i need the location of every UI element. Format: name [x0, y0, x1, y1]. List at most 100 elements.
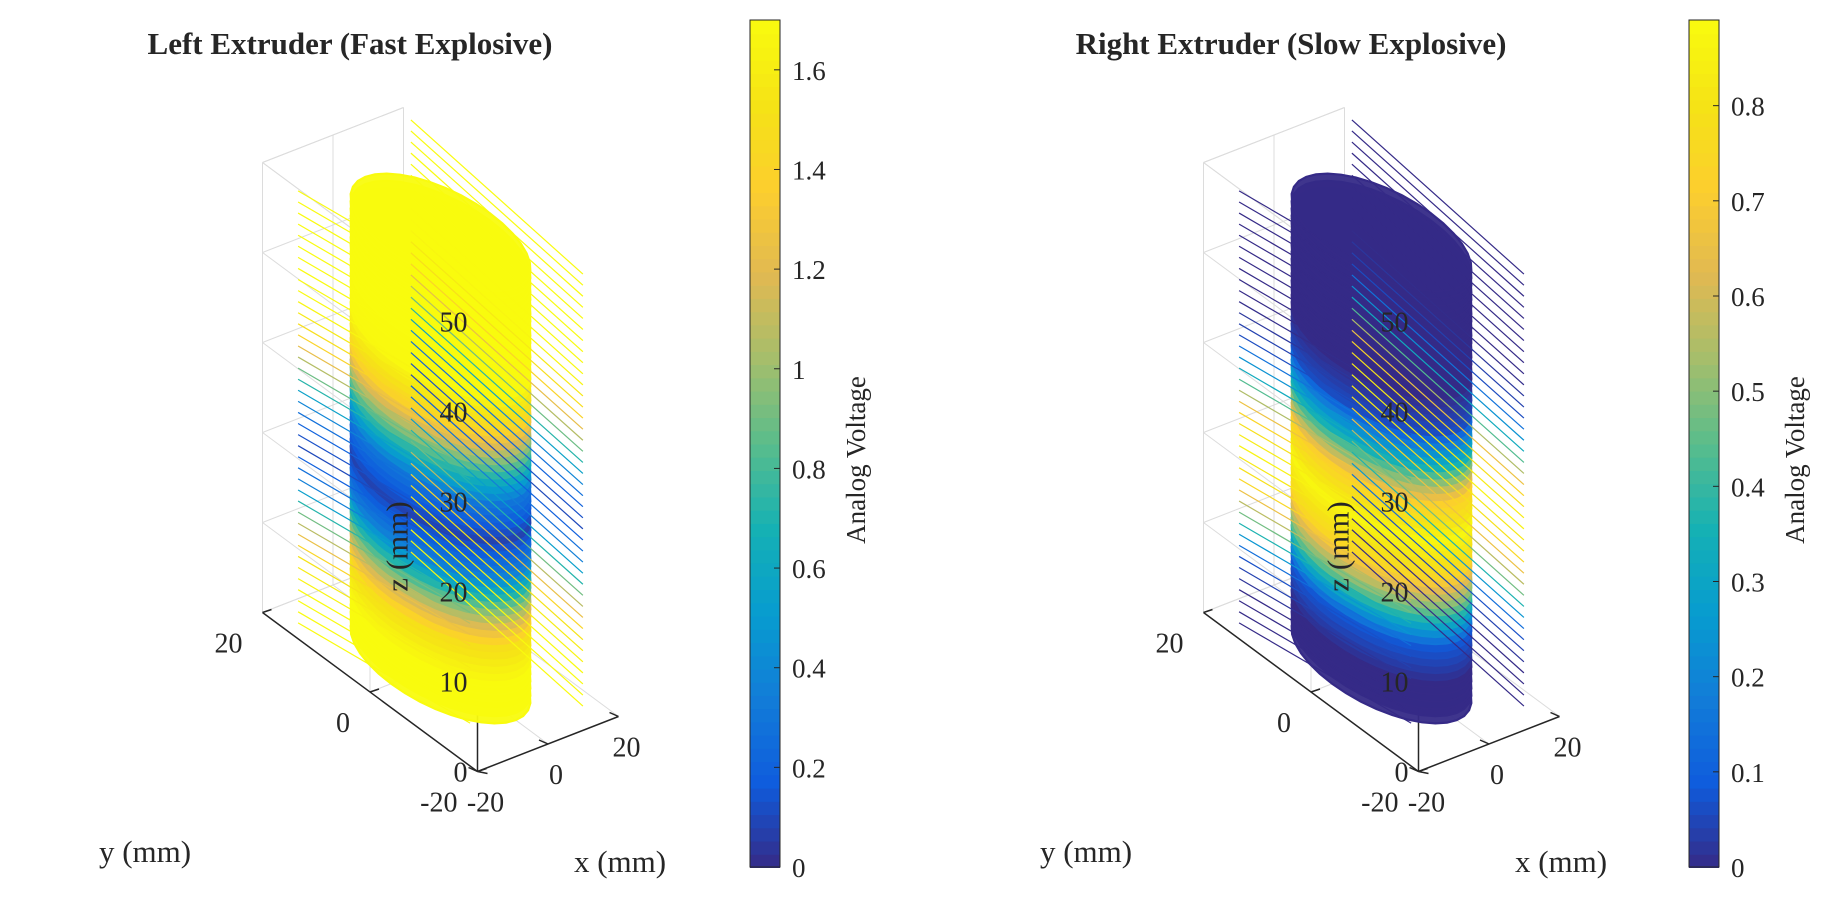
- colorbar-segment: [1689, 668, 1719, 683]
- side-plane-right: [410, 484, 584, 641]
- side-plane-right: [410, 274, 584, 430]
- colorbar-tick-label: 1: [792, 355, 806, 385]
- z-tick-label: 10: [440, 668, 468, 699]
- side-plane-right: [410, 518, 584, 674]
- side-plane-right: [410, 185, 584, 342]
- y-tick: [262, 608, 272, 614]
- side-plane-right: [1351, 329, 1525, 486]
- side-plane-right: [410, 407, 584, 563]
- side-plane-left: [1238, 356, 1412, 458]
- colorbar-segment: [1689, 86, 1719, 101]
- side-plane-left: [297, 245, 471, 348]
- colorbar-segment: [1689, 205, 1719, 220]
- side-plane-right: [410, 318, 584, 474]
- side-plane-right: [410, 252, 584, 408]
- x-tick-label: 20: [613, 733, 641, 764]
- side-plane-right: [1351, 473, 1525, 630]
- side-plane-left: [297, 434, 471, 536]
- colorbar-segment: [750, 496, 780, 511]
- side-plane-left: [297, 578, 471, 680]
- colorbar-segment: [750, 562, 780, 577]
- colorbar-segment: [1689, 628, 1719, 644]
- chart-title: Left Extruder (Fast Explosive): [148, 26, 553, 61]
- colorbar-segment: [1689, 734, 1719, 749]
- side-plane-left: [1238, 600, 1412, 702]
- side-plane-right: [1351, 318, 1525, 474]
- side-plane-right: [410, 374, 584, 530]
- colorbar-segment: [750, 324, 780, 339]
- side-plane-left: [297, 345, 471, 447]
- side-plane-right: [410, 152, 584, 308]
- side-plane-left: [297, 323, 471, 425]
- side-plane-left: [297, 367, 471, 469]
- side-plane-left: [1238, 245, 1412, 348]
- colorbar-segment: [1689, 33, 1719, 48]
- colorbar-segment: [750, 483, 780, 498]
- side-plane-right: [1351, 185, 1525, 342]
- z-axis-label: z (mm): [380, 501, 415, 591]
- side-plane-right: [1351, 274, 1525, 430]
- side-plane-right: [1351, 174, 1525, 330]
- side-plane-right: [410, 507, 584, 663]
- side-plane-right: [1351, 363, 1525, 519]
- side-plane-right: [1351, 374, 1525, 530]
- side-plane-right: [410, 473, 584, 630]
- side-plane-right: [410, 396, 584, 552]
- side-plane-right: [410, 352, 584, 508]
- colorbar-segment: [1689, 20, 1719, 35]
- colorbar-tick-label: 0.2: [792, 753, 826, 783]
- colorbar-segment: [1689, 469, 1719, 485]
- x-tick-label: -20: [1408, 788, 1445, 819]
- colorbar-segment: [750, 72, 780, 88]
- side-plane-left: [1238, 611, 1412, 713]
- colorbar-segment: [1689, 747, 1719, 763]
- colorbar-tick-label: 1.2: [792, 255, 826, 285]
- z-tick-label: 30: [440, 488, 468, 519]
- colorbar-segment: [750, 297, 780, 313]
- side-plane-right: [1351, 296, 1525, 452]
- x-tick-label: 0: [549, 760, 563, 791]
- side-plane-right: [1351, 507, 1525, 663]
- side-plane-left: [1238, 190, 1412, 292]
- colorbar-segment: [1689, 377, 1719, 392]
- colorbar-tick-label: 0.7: [1731, 187, 1765, 217]
- colorbar-label: Analog Voltage: [1780, 376, 1810, 544]
- colorbar-segment: [750, 59, 780, 74]
- side-plane-right: [410, 219, 584, 375]
- colorbar-segment: [750, 800, 780, 816]
- side-plane-left: [297, 467, 471, 569]
- side-plane-left: [297, 190, 471, 292]
- colorbar-segment: [750, 403, 780, 419]
- side-plane-left: [297, 267, 471, 370]
- colorbar-segment: [1689, 417, 1719, 432]
- colorbar-segment: [750, 628, 780, 644]
- y-tick-label: 20: [1156, 629, 1184, 660]
- colorbar-segment: [1689, 602, 1719, 617]
- side-plane-left: [297, 456, 471, 558]
- side-plane-right: [410, 462, 584, 618]
- side-plane-left: [297, 212, 471, 314]
- side-plane-right: [1351, 396, 1525, 552]
- colorbar-segment: [750, 311, 780, 326]
- side-plane-right: [410, 174, 584, 330]
- side-plane-right: [1351, 163, 1525, 319]
- side-plane-right: [1351, 551, 1525, 707]
- y-axis-label: y (mm): [99, 834, 191, 869]
- z-tick: [477, 770, 488, 775]
- colorbar-label: Analog Voltage: [841, 376, 871, 544]
- colorbar-segment: [750, 430, 780, 445]
- colorbar-segment: [750, 642, 780, 657]
- colorbar-segment: [750, 549, 780, 564]
- colorbar-segment: [1689, 59, 1719, 74]
- side-plane-left: [1238, 589, 1412, 691]
- side-plane-left: [1238, 201, 1412, 303]
- y-axis-label: y (mm): [1040, 834, 1132, 869]
- colorbar-tick-label: 0.3: [1731, 567, 1765, 597]
- side-plane-left: [1238, 256, 1412, 359]
- colorbar-segment: [1689, 575, 1719, 591]
- colorbar-segment: [750, 231, 780, 246]
- side-plane-left: [1238, 334, 1412, 436]
